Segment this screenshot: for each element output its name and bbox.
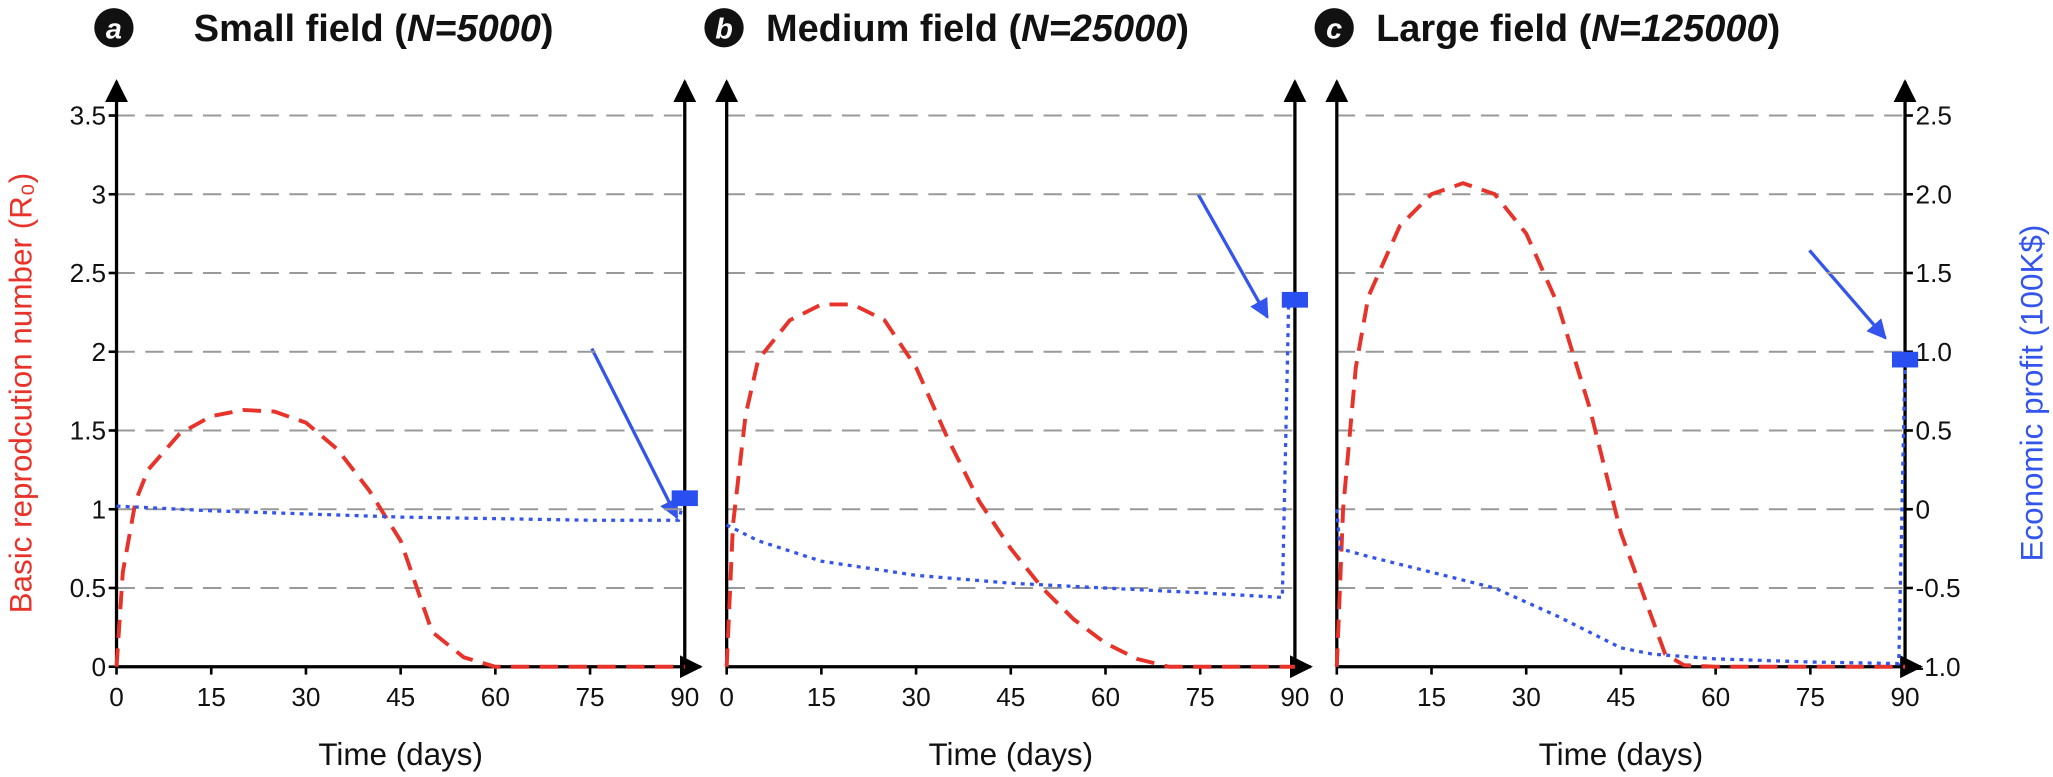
y-tick-label: 1.5 [70, 416, 106, 446]
y-tick-label: 3.5 [70, 101, 106, 131]
x-tick-label: 90 [1890, 682, 1919, 712]
y2-tick-label: -1.0 [1916, 652, 1961, 682]
x-tick-label: 0 [719, 682, 734, 712]
x-tick-label: 30 [902, 682, 931, 712]
x-tick-label: 45 [386, 682, 415, 712]
pointer-arrow [1808, 249, 1887, 340]
y2-axis-label: Economic profit (100K$) [2015, 225, 2050, 562]
x-tick-label: 0 [109, 682, 124, 712]
x-tick-label: 75 [1796, 682, 1825, 712]
x-tick-label: 45 [996, 682, 1025, 712]
y-tick-label: 1 [91, 494, 106, 524]
panel-badge [704, 8, 744, 48]
end-marker [1281, 291, 1309, 308]
x-tick-label: 90 [1280, 682, 1309, 712]
pointer-arrow [1196, 193, 1269, 319]
panel-letter: c [1326, 13, 1342, 45]
y2-tick-label: 2.0 [1916, 179, 1952, 209]
y-tick-label: 0.5 [70, 573, 106, 603]
x-tick-label: 60 [1701, 682, 1730, 712]
y-tick-label: 2.5 [70, 258, 106, 288]
data-line [724, 302, 1295, 669]
data-line [116, 497, 687, 522]
data-line [1334, 181, 1906, 669]
data-line [1335, 359, 1907, 666]
y-tick-label: 3 [91, 179, 106, 209]
y2-tick-label: 0.5 [1916, 416, 1952, 446]
y2-tick-label: 0 [1916, 494, 1931, 524]
panel-badge [1314, 8, 1354, 48]
panel-letter: b [715, 13, 733, 45]
end-marker [1891, 351, 1919, 368]
x-tick-label: 90 [670, 682, 699, 712]
y-tick-label: 0 [91, 652, 106, 682]
x-tick-label: 15 [807, 682, 836, 712]
panel-title: Small field (N=5000) [194, 8, 554, 50]
pointer-arrow [590, 347, 679, 520]
panel-letter: a [106, 13, 122, 45]
y2-tick-label: 1.0 [1916, 337, 1952, 367]
y2-tick-label: 1.5 [1916, 258, 1952, 288]
panel-title: Large field (N=125000) [1376, 8, 1780, 50]
x-tick-label: 60 [481, 682, 510, 712]
y2-tick-label: -0.5 [1916, 573, 1961, 603]
x-axis-label: Time (days) [928, 737, 1093, 772]
panel-title: Medium field (N=25000) [766, 8, 1189, 50]
x-tick-label: 30 [1512, 682, 1541, 712]
x-axis-label: Time (days) [318, 737, 483, 772]
x-tick-label: 45 [1606, 682, 1635, 712]
x-tick-label: 75 [576, 682, 605, 712]
data-line [114, 407, 685, 669]
panel-badge [94, 8, 134, 48]
x-tick-label: 15 [197, 682, 226, 712]
y2-tick-label: 2.5 [1916, 101, 1952, 131]
x-axis-label: Time (days) [1539, 737, 1704, 772]
x-tick-label: 75 [1186, 682, 1215, 712]
x-tick-label: 30 [291, 682, 320, 712]
x-tick-label: 60 [1091, 682, 1120, 712]
data-line [725, 298, 1296, 600]
end-marker [671, 490, 698, 507]
y-tick-label: 2 [91, 337, 106, 367]
x-tick-label: 15 [1417, 682, 1446, 712]
y-axis-label: Basic reprodcution number (R₀) [3, 173, 38, 614]
x-tick-label: 0 [1330, 682, 1345, 712]
